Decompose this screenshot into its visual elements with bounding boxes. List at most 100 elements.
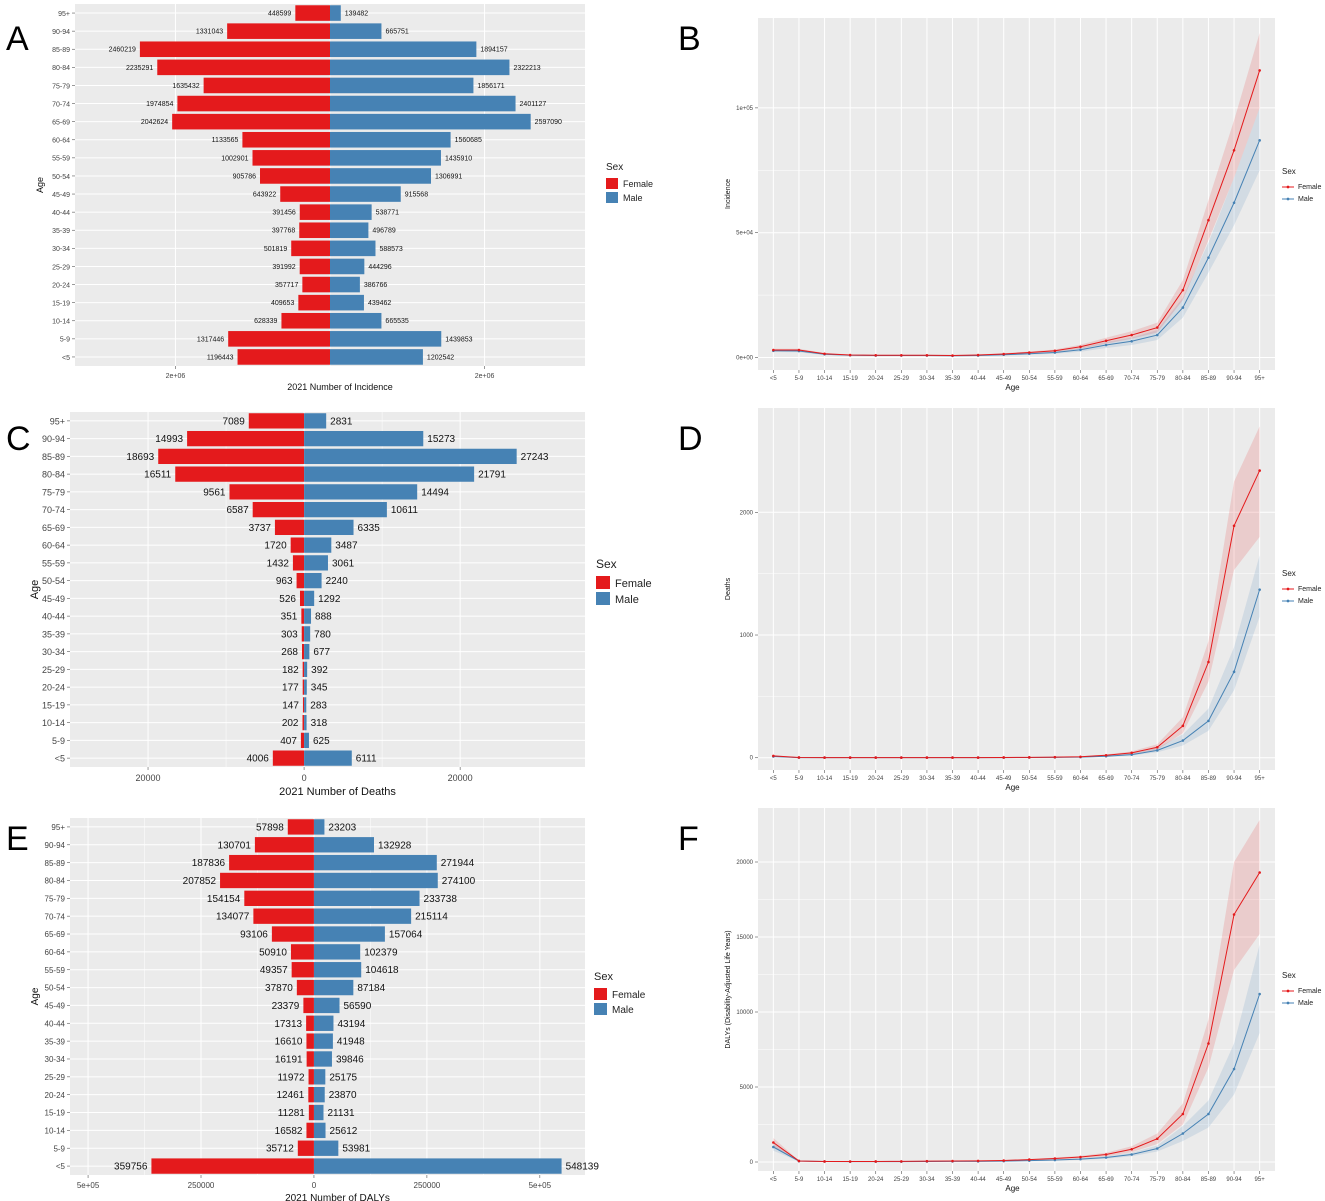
value-label-male: 888 xyxy=(315,612,332,623)
value-label-male: 157064 xyxy=(389,930,423,941)
bar-male xyxy=(304,572,322,589)
value-label-male: 625 xyxy=(313,736,330,747)
legend-key-female xyxy=(596,576,610,589)
value-label-male: 43194 xyxy=(337,1019,365,1030)
panel-e: E 359756 548139 <5 35712 53981 5-9 16582 25612 10… xyxy=(6,818,646,1201)
panel-letter: B xyxy=(678,20,701,58)
value-label-female: 2460219 xyxy=(109,47,136,54)
x-tick-label: <5 xyxy=(770,776,778,782)
data-point-female xyxy=(1232,1067,1236,1071)
data-point-male xyxy=(1181,288,1185,292)
bar-male xyxy=(330,276,360,293)
x-tick-label: 15-19 xyxy=(842,1177,858,1183)
data-point-male xyxy=(772,1141,775,1144)
data-point-female xyxy=(772,1145,775,1149)
y-tick-label: 30-34 xyxy=(42,647,65,657)
x-tick-label: 35-39 xyxy=(945,376,961,382)
value-label-male: 139482 xyxy=(345,11,368,18)
x-tick-label: 10-14 xyxy=(817,776,833,782)
bar-male xyxy=(304,484,418,500)
y-tick-label: 60-64 xyxy=(45,948,66,957)
x-tick-label: 65-69 xyxy=(1098,1177,1114,1183)
data-point-female xyxy=(1104,343,1108,347)
value-label-female: 357717 xyxy=(275,282,298,289)
data-point-male xyxy=(772,348,775,352)
value-label-female: 303 xyxy=(281,629,298,640)
bar-male xyxy=(313,908,412,924)
legend-label-female: Female xyxy=(1298,988,1321,995)
data-point-male xyxy=(1258,871,1261,874)
y-tick-label: <5 xyxy=(62,355,70,362)
y-tick-label: <5 xyxy=(55,754,65,764)
value-label-male: 21791 xyxy=(478,470,506,481)
bar-male xyxy=(330,5,341,21)
legend-key-male xyxy=(594,1003,607,1015)
data-point-male xyxy=(1130,751,1133,755)
value-label-male: 538771 xyxy=(376,210,399,217)
y-axis-title: Age xyxy=(29,580,41,600)
bar-female xyxy=(306,1122,314,1139)
x-tick-label: 55-59 xyxy=(1047,1177,1063,1183)
data-point-male xyxy=(874,1160,878,1163)
data-point-male xyxy=(1155,326,1159,329)
y-tick-label: 90-94 xyxy=(42,434,65,444)
bar-female xyxy=(254,837,314,853)
bar-female xyxy=(302,661,305,678)
legend-title: Sex xyxy=(1282,569,1296,578)
y-tick-label: 1e+05 xyxy=(736,106,754,112)
value-label-female: 177 xyxy=(282,683,299,694)
data-point-male xyxy=(1155,745,1159,749)
x-tick-label: 25-29 xyxy=(894,776,910,782)
x-tick-label: 70-74 xyxy=(1124,776,1140,782)
bar-female xyxy=(151,1158,314,1174)
value-label-female: 2235291 xyxy=(126,65,153,72)
data-point-male xyxy=(823,756,826,759)
y-tick-label: 5-9 xyxy=(60,337,70,344)
y-tick-label: 80-84 xyxy=(52,65,70,72)
value-label-female: 2042624 xyxy=(141,119,168,126)
value-label-male: 2322213 xyxy=(513,65,540,72)
y-tick-label: 40-44 xyxy=(42,612,65,622)
x-tick-label: 80-84 xyxy=(1175,776,1191,782)
data-point-male xyxy=(823,352,826,356)
x-tick-label: 45-49 xyxy=(996,1177,1012,1183)
y-tick-label: 1000 xyxy=(740,633,754,639)
y-tick-label: 25-29 xyxy=(42,665,65,675)
x-tick-label: 20000 xyxy=(448,773,473,783)
value-label-male: 53981 xyxy=(342,1144,370,1155)
legend-label-male: Male xyxy=(612,1005,634,1016)
x-tick-label: 10-14 xyxy=(817,1177,833,1183)
bar-female xyxy=(308,1069,314,1085)
value-label-male: 1435910 xyxy=(445,155,472,162)
x-tick-label: 70-74 xyxy=(1124,1177,1140,1183)
panel-letter: E xyxy=(6,820,29,858)
bar-male xyxy=(304,430,424,447)
y-tick-label: 65-69 xyxy=(45,930,66,939)
data-point-female xyxy=(1207,1112,1210,1116)
y-tick-label: 20-24 xyxy=(52,282,70,289)
value-label-female: 37870 xyxy=(265,983,293,994)
value-label-female: 391456 xyxy=(272,210,295,217)
data-point-male xyxy=(1002,756,1006,759)
value-label-female: 50910 xyxy=(259,947,287,958)
data-point-male xyxy=(874,353,878,357)
value-label-female: 526 xyxy=(279,594,296,605)
bar-male xyxy=(304,590,315,607)
value-label-female: 16610 xyxy=(275,1037,303,1048)
y-tick-label: 55-59 xyxy=(42,558,65,568)
bar-female xyxy=(158,448,305,465)
data-point-male xyxy=(874,756,878,759)
bar-female xyxy=(299,204,330,220)
bar-male xyxy=(330,77,474,94)
value-label-female: 628339 xyxy=(254,318,277,325)
y-tick-label: 5-9 xyxy=(53,1144,65,1153)
bar-male xyxy=(330,258,365,275)
data-point-male xyxy=(1181,1112,1185,1116)
series-line-male xyxy=(773,470,1261,759)
value-label-male: 588573 xyxy=(379,246,402,253)
bar-female xyxy=(298,294,330,311)
x-tick-label: 90-94 xyxy=(1226,1177,1242,1183)
value-label-female: 1317446 xyxy=(197,336,224,343)
x-tick-label: 75-79 xyxy=(1150,1177,1166,1183)
bar-female xyxy=(308,1086,314,1103)
